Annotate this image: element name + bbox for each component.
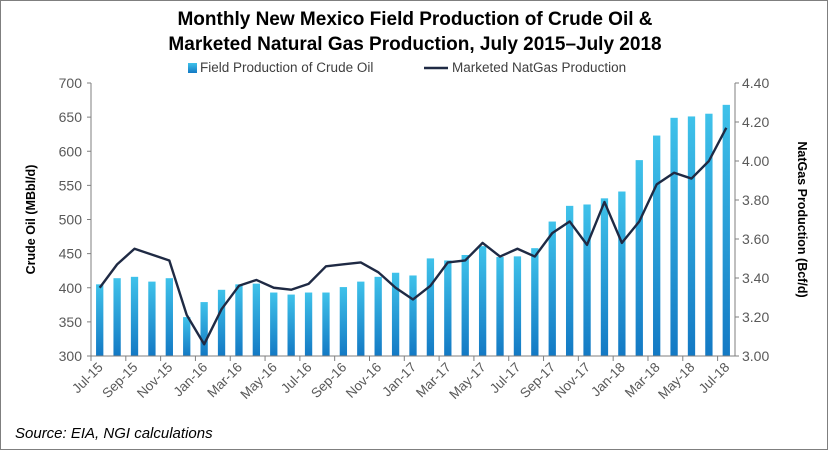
bar-Jan-18 (618, 191, 626, 356)
x-tick-label: Sep-16 (308, 360, 349, 401)
bar-Mar-17 (444, 260, 452, 356)
x-tick-label: Nov-15 (134, 360, 175, 401)
bar-Dec-17 (600, 198, 609, 356)
x-axis-ticks: Jul-15Sep-15Nov-15Jan-16Mar-16May-16Jul-… (69, 360, 732, 402)
source-note: Source: EIA, NGI calculations (15, 425, 213, 442)
bar-May-16 (270, 292, 278, 356)
bar-Jul-15 (96, 284, 104, 356)
y-left-tick-label: 350 (59, 314, 83, 330)
bar-Oct-17 (565, 205, 574, 356)
bar-Nov-17 (583, 204, 591, 356)
y-left-tick-label: 600 (59, 143, 83, 159)
x-tick-label: Jan-17 (379, 360, 419, 400)
bar-May-18 (687, 116, 696, 356)
bar-Mar-16 (235, 284, 243, 356)
y-left-tick-label: 500 (59, 212, 83, 228)
y-right-tick-label: 4.00 (742, 153, 769, 169)
y-right-tick-label: 3.00 (742, 348, 769, 364)
y-right-tick-label: 3.60 (742, 231, 769, 247)
y-left-tick-label: 450 (59, 246, 83, 262)
bar-Dec-16 (391, 272, 400, 356)
bar-Oct-15 (148, 281, 156, 356)
x-tick-label: May-18 (655, 360, 697, 402)
x-tick-label: Sep-15 (99, 360, 140, 401)
bar-Feb-16 (217, 289, 226, 356)
bar-Jan-16 (200, 302, 208, 356)
bar-Aug-16 (322, 292, 330, 356)
x-tick-label: Nov-17 (552, 360, 593, 401)
bar-Jun-16 (287, 294, 295, 356)
y-axis-left-ticks: 300 350 400 450 500 550 600 650 700 (59, 75, 91, 364)
bar-Sep-15 (130, 276, 139, 356)
bar-Mar-18 (653, 135, 661, 356)
bar-May-17 (478, 246, 487, 356)
bar-Nov-15 (165, 278, 173, 356)
bar-Jun-17 (496, 257, 504, 356)
legend-label-crude-oil: Field Production of Crude Oil (200, 60, 373, 75)
bar-Jul-18 (722, 104, 730, 356)
bar-Jun-18 (705, 113, 713, 357)
y-left-tick-label: 400 (59, 280, 83, 296)
bar-Dec-15 (183, 317, 191, 356)
line-series-natgas (98, 127, 728, 346)
bar-Feb-18 (635, 160, 643, 356)
bar-Apr-17 (461, 254, 469, 356)
y-right-tick-label: 3.80 (742, 192, 769, 208)
x-tick-label: Nov-16 (343, 360, 384, 401)
bar-Feb-17 (426, 258, 435, 356)
legend-label-natgas: Marketed NatGas Production (452, 60, 626, 75)
bar-Apr-16 (252, 283, 261, 356)
x-tick-label: May-17 (446, 360, 488, 402)
y-left-tick-label: 300 (59, 348, 83, 364)
combo-chart: Field Production of Crude Oil Marketed N… (24, 60, 809, 402)
y-right-tick-label: 3.40 (742, 270, 769, 286)
legend-swatch-crude-oil (188, 63, 197, 73)
bar-Apr-18 (670, 117, 678, 356)
y-axis-right-label: NatGas Production (Bcf/d) (795, 141, 809, 297)
bar-Jul-17 (513, 256, 522, 356)
y-right-tick-label: 3.20 (742, 309, 769, 325)
bar-Nov-16 (374, 276, 382, 356)
bar-Aug-15 (113, 278, 121, 356)
y-axis-right-ticks: 3.00 3.20 3.40 3.60 3.80 4.00 4.20 4.40 (735, 75, 769, 364)
bar-Sep-17 (548, 221, 556, 356)
bar-Oct-16 (357, 281, 365, 356)
y-left-tick-label: 700 (59, 75, 83, 91)
y-right-tick-label: 4.40 (742, 75, 769, 91)
x-tick-label: May-16 (237, 360, 279, 402)
x-tick-label: Jul-18 (696, 360, 733, 397)
bar-Jul-16 (304, 292, 313, 356)
x-tick-label: Jan-18 (588, 360, 628, 400)
chart-title-line-2: Marketed Natural Gas Production, July 20… (168, 34, 662, 55)
x-tick-label: Jan-16 (170, 360, 210, 400)
chart-title-line-1: Monthly New Mexico Field Production of C… (177, 9, 653, 30)
y-left-tick-label: 550 (59, 177, 83, 193)
chart-title: Monthly New Mexico Field Production of C… (1, 7, 828, 57)
bar-Aug-17 (531, 248, 539, 356)
bar-Jan-17 (409, 275, 417, 356)
x-tick-label: Sep-17 (517, 360, 558, 401)
y-right-tick-label: 4.20 (742, 114, 769, 130)
legend: Field Production of Crude Oil Marketed N… (188, 60, 626, 75)
bar-Sep-16 (339, 287, 348, 356)
y-left-tick-label: 650 (59, 109, 83, 125)
y-axis-left-label: Crude Oil (MBbl/d) (24, 165, 38, 275)
bar-series-crude-oil (96, 104, 730, 357)
